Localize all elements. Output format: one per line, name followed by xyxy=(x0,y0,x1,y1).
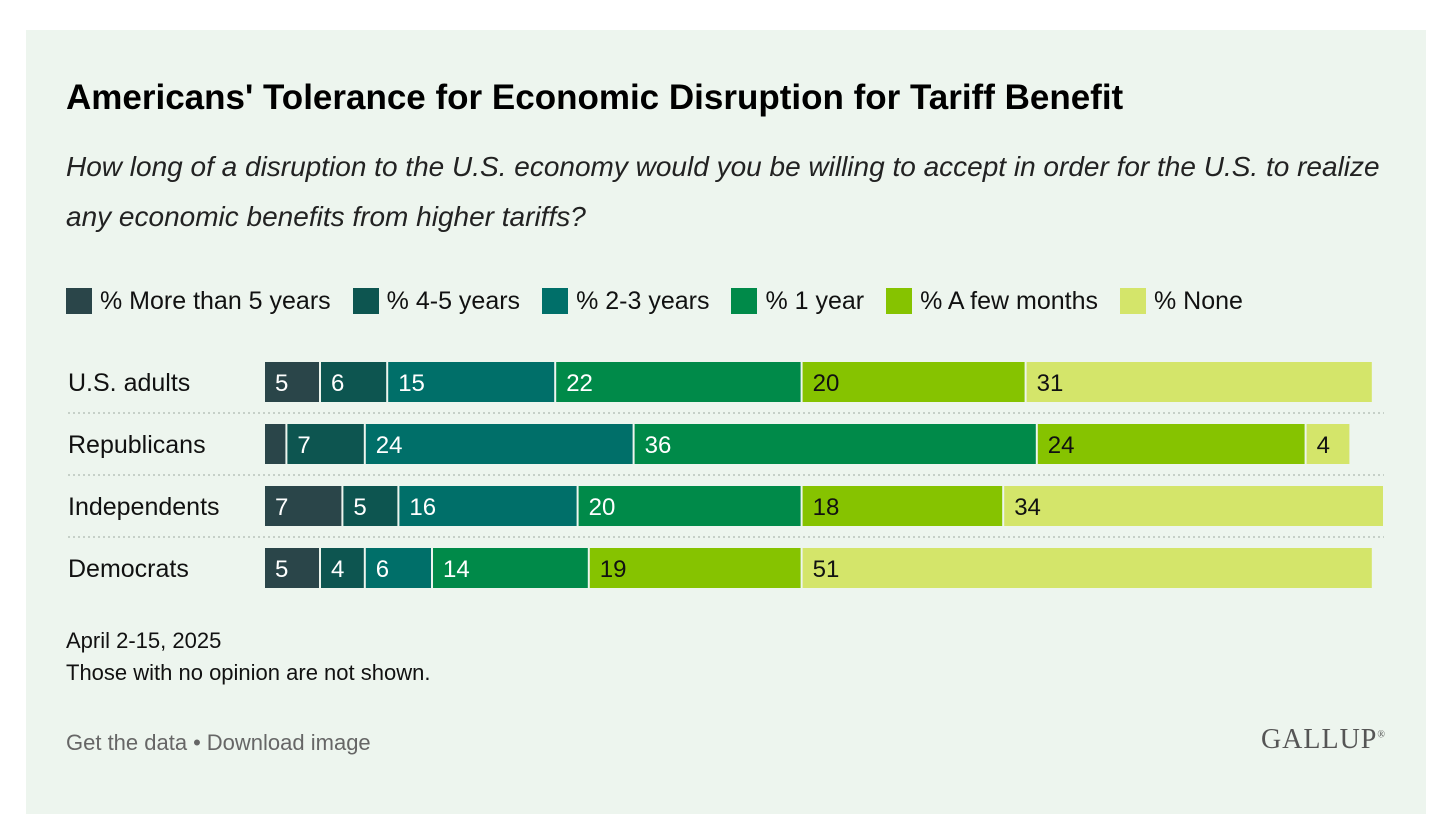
category-label: Independents xyxy=(68,493,220,521)
registered-mark: ® xyxy=(1377,729,1386,741)
data-label: 7 xyxy=(275,494,288,521)
survey-date: April 2-15, 2025 xyxy=(66,628,222,653)
footer-separator: • xyxy=(193,730,201,755)
legend-label: % None xyxy=(1154,286,1243,315)
bar-segment xyxy=(802,548,1372,588)
bar-segment xyxy=(399,486,577,526)
category-label: Democrats xyxy=(68,555,189,583)
bar-segment xyxy=(321,548,364,588)
bar-segment xyxy=(634,424,1036,464)
bar-segment xyxy=(287,424,364,464)
data-label: 19 xyxy=(600,556,627,583)
legend-label: % More than 5 years xyxy=(100,286,331,315)
bar-segment xyxy=(556,362,801,402)
legend-item: % More than 5 years xyxy=(66,287,331,316)
legend-swatch xyxy=(66,288,92,314)
legend-item: % 1 year xyxy=(731,287,864,316)
data-label: 20 xyxy=(589,494,616,521)
data-label: 16 xyxy=(409,494,436,521)
data-label: 5 xyxy=(275,556,288,583)
data-label: 15 xyxy=(398,370,425,397)
data-label: 31 xyxy=(1037,370,1064,397)
chart-card: Americans' Tolerance for Economic Disrup… xyxy=(26,30,1426,814)
legend: % More than 5 years % 4-5 years % 2-3 year… xyxy=(66,284,1265,318)
bar-segment xyxy=(589,548,801,588)
legend-item: % A few months xyxy=(886,287,1098,316)
footnote: Those with no opinion are not shown. xyxy=(66,660,431,685)
legend-swatch xyxy=(542,288,569,314)
bar-segment xyxy=(1306,424,1350,464)
legend-item: % 2-3 years xyxy=(542,287,709,316)
data-label: 6 xyxy=(331,370,344,397)
bar-segment xyxy=(365,424,633,464)
bar-segment xyxy=(1004,486,1383,526)
footer-links: Get the data • Download image xyxy=(66,730,371,756)
bar-segment xyxy=(1037,424,1305,464)
legend-swatch xyxy=(1120,288,1146,314)
data-label: 22 xyxy=(566,370,593,397)
bar-segment xyxy=(802,486,1003,526)
legend-swatch xyxy=(731,288,758,314)
data-label: 24 xyxy=(376,432,403,459)
bar-segment xyxy=(1026,362,1372,402)
bar-segment xyxy=(802,362,1025,402)
bar-segment xyxy=(578,486,801,526)
download-image-link[interactable]: Download image xyxy=(206,730,371,755)
data-label: 5 xyxy=(275,370,288,397)
gallup-logo-text: GALLUP xyxy=(1260,724,1378,755)
data-label: 4 xyxy=(331,556,344,583)
bar-segment xyxy=(265,362,319,402)
category-label: Republicans xyxy=(68,431,206,459)
data-label: 5 xyxy=(353,494,366,521)
data-label: 24 xyxy=(1048,432,1075,459)
legend-label: % 1 year xyxy=(765,286,865,315)
bar-segment xyxy=(343,486,398,526)
data-label: 7 xyxy=(297,432,310,459)
data-label: 4 xyxy=(1317,432,1330,459)
legend-label: % 4-5 years xyxy=(386,286,521,315)
legend-swatch xyxy=(886,288,913,314)
get-data-link[interactable]: Get the data xyxy=(66,730,188,755)
legend-label: % 2-3 years xyxy=(576,286,710,315)
bar-segment xyxy=(365,548,431,588)
category-label: U.S. adults xyxy=(68,369,190,397)
stacked-bar-chart: U.S. adults 5 6 15 22 20 31 Republicans 7 24 36 24 4… xyxy=(68,362,1384,588)
chart-subtitle: How long of a disruption to the U.S. eco… xyxy=(66,151,1380,232)
bar-segment xyxy=(433,548,588,588)
data-label: 18 xyxy=(813,494,840,521)
chart-title: Americans' Tolerance for Economic Disrup… xyxy=(66,78,1124,117)
bar-segment xyxy=(265,548,319,588)
bar-segment xyxy=(321,362,387,402)
gallup-logo: GALLUP® xyxy=(1261,724,1386,756)
data-label: 36 xyxy=(645,432,672,459)
bar-segment xyxy=(265,424,286,464)
legend-item: % None xyxy=(1120,287,1243,316)
data-label: 34 xyxy=(1014,494,1041,521)
legend-swatch xyxy=(352,288,379,314)
legend-label: % A few months xyxy=(920,286,1098,315)
legend-item: % 4-5 years xyxy=(352,286,521,316)
bar-segment xyxy=(265,486,342,526)
data-label: 14 xyxy=(443,556,470,583)
data-label: 51 xyxy=(813,556,840,583)
data-label: 6 xyxy=(376,556,389,583)
data-label: 20 xyxy=(813,370,840,397)
bar-segment xyxy=(388,362,555,402)
